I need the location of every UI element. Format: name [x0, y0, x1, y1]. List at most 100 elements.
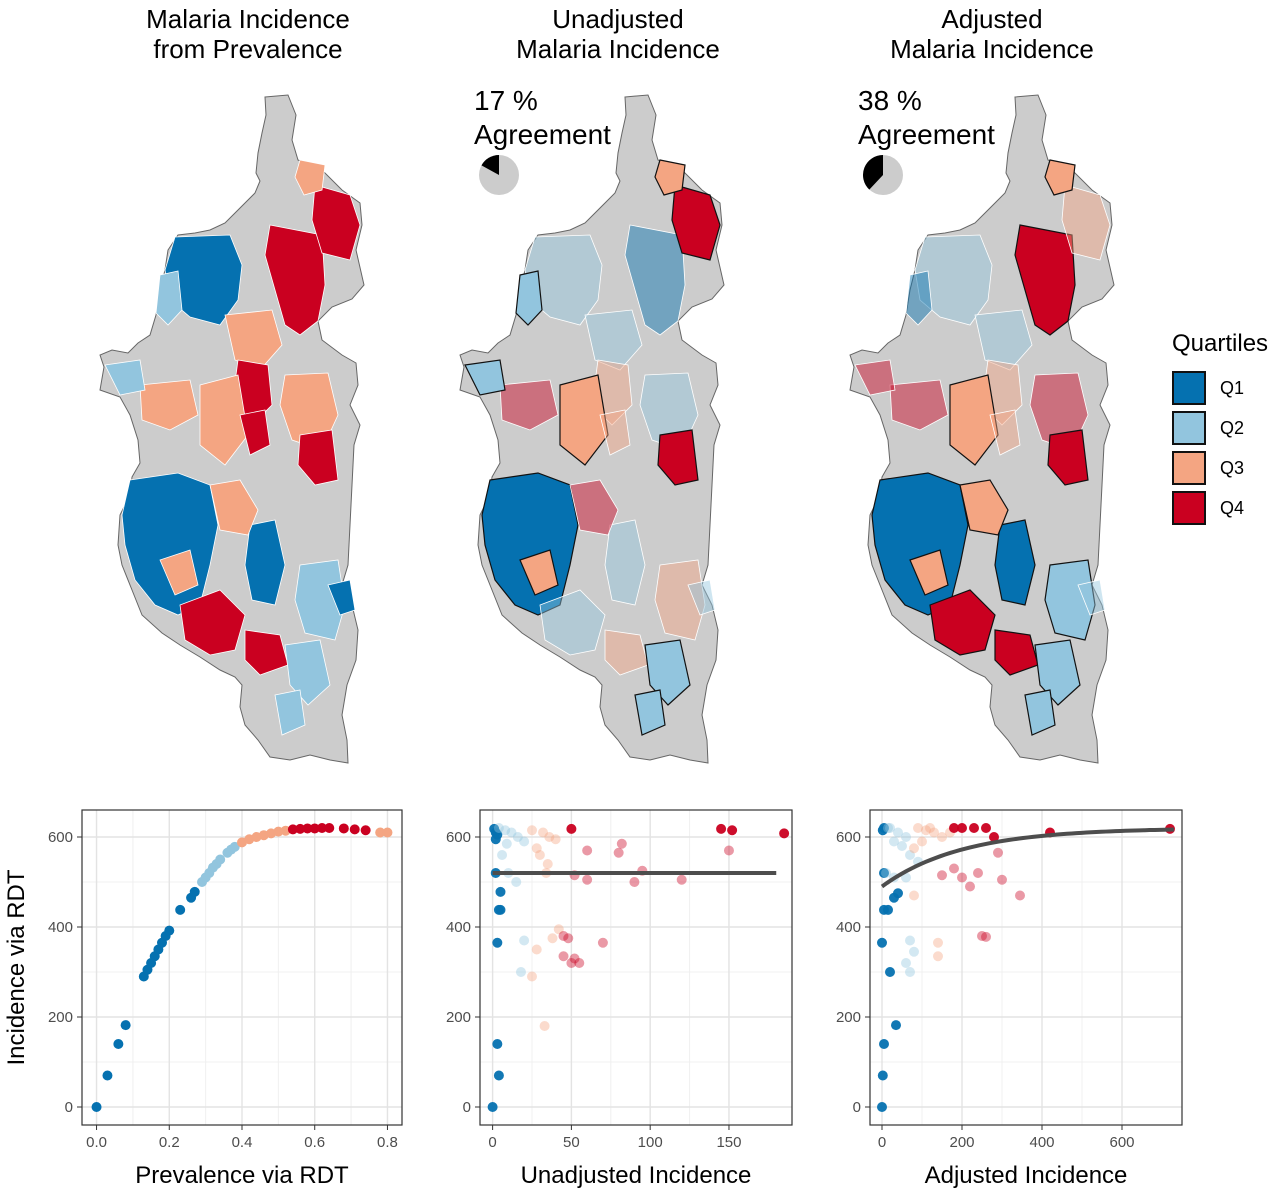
plot-panel-border	[869, 809, 1183, 1126]
map-district-north-tip	[1044, 159, 1076, 196]
map-district-lower-peach	[519, 549, 559, 596]
data-point-q1	[102, 1070, 113, 1081]
map-title-adjusted: Adjusted Malaria Incidence	[832, 4, 1152, 64]
data-point-q1	[879, 823, 889, 833]
y-axis-label: Incidence via RDT	[3, 869, 30, 1065]
data-point-q4	[574, 958, 585, 968]
data-point-q4	[597, 937, 608, 948]
data-point-q3	[921, 825, 931, 836]
agreement-pie-unadjusted	[479, 155, 519, 195]
map-district-s-red	[994, 629, 1039, 676]
map-district-s-light	[644, 639, 691, 706]
x-tick-label: 600	[1109, 1134, 1134, 1151]
data-point-q2	[515, 967, 526, 977]
data-point-q2	[905, 935, 915, 946]
y-tick-label: 600	[836, 829, 861, 846]
data-point-q3	[909, 890, 919, 901]
map-title-unadjusted: Unadjusted Malaria Incidence	[458, 4, 778, 64]
data-point-q4	[949, 863, 959, 874]
map-title-line2: from Prevalence	[153, 34, 343, 64]
data-point-q2	[893, 827, 903, 838]
scatter-prevalence-vs-incidence: 0.0 0.2 0.4 0.6 0.8 0 200 400 600 Prevalence via …	[3, 809, 403, 1189]
data-point-q2	[500, 825, 511, 836]
data-point-q4	[629, 877, 640, 887]
data-point-q4	[317, 823, 327, 833]
legend-swatch-q4	[1172, 491, 1206, 525]
data-point-q2	[909, 946, 919, 957]
agreement-word: Agreement	[858, 119, 995, 150]
map-district-se-blue	[327, 579, 356, 616]
data-point-q1	[877, 937, 887, 948]
map-district-mid-red2	[599, 409, 631, 456]
data-point-q3	[553, 924, 564, 935]
map-district-nw-cluster	[914, 234, 993, 326]
choropleth-map-adjusted	[849, 94, 1115, 764]
data-point-q4	[324, 823, 335, 833]
map-title-prevalence: Malaria Incidence from Prevalence	[88, 4, 408, 64]
map-district-ne-red	[311, 184, 361, 261]
plot-panel-border	[479, 809, 793, 1126]
data-point-q3	[534, 850, 545, 860]
data-point-q3	[909, 843, 919, 854]
data-point-q4	[582, 845, 593, 856]
data-point-q1	[175, 904, 186, 915]
data-point-q4	[981, 823, 991, 833]
map-district-center-n	[974, 309, 1033, 371]
data-point-q3	[375, 827, 386, 838]
data-point-q3	[527, 971, 537, 982]
data-point-q1	[490, 834, 501, 845]
data-point-q4	[616, 838, 627, 849]
y-tick-label: 0	[463, 1099, 471, 1116]
data-point-q3	[531, 843, 542, 854]
data-point-q3	[917, 836, 927, 847]
y-tick-label: 200	[836, 1009, 861, 1026]
data-point-q4	[937, 870, 947, 881]
agreement-pie-adjusted	[863, 155, 903, 195]
legend-swatch-q1	[1172, 371, 1206, 405]
map-district-lower-peach	[909, 549, 949, 596]
data-point-q1	[113, 1039, 124, 1049]
data-point-q2	[881, 868, 891, 878]
map-district-west-peach	[499, 379, 559, 431]
map-district-center-peach	[559, 374, 609, 466]
y-tick-label: 600	[48, 829, 73, 846]
data-point-q2	[519, 935, 530, 946]
map-district-far-s	[1024, 689, 1056, 736]
y-tick-label: 200	[48, 1009, 73, 1026]
agreement-percent: 17 %	[474, 85, 538, 116]
map-district-s-red	[244, 629, 289, 676]
data-point-q4	[957, 823, 967, 833]
data-point-q3	[925, 823, 935, 833]
map-district-nw-left	[905, 270, 933, 326]
data-point-q1	[495, 886, 506, 897]
map-district-sw-red	[179, 589, 246, 656]
data-point-q1	[883, 904, 893, 915]
legend-item-q2: Q2	[1172, 408, 1268, 448]
map-district-group	[99, 94, 365, 764]
agreement-word: Agreement	[474, 119, 611, 150]
data-point-q4	[569, 953, 580, 964]
x-tick-label: 0.4	[232, 1134, 253, 1151]
map-district-west-light	[854, 359, 896, 396]
data-point-q3	[937, 832, 947, 842]
pie-agreement-slice	[863, 155, 883, 190]
data-point-q1	[189, 886, 200, 897]
data-point-q1	[492, 937, 503, 948]
data-point-q4	[287, 824, 298, 835]
legend-label: Q2	[1220, 417, 1245, 438]
data-point-q4	[676, 874, 687, 885]
legend-item-q3: Q3	[1172, 448, 1268, 488]
data-point-q2	[493, 823, 504, 833]
data-point-q4	[977, 931, 987, 941]
map-district-west-light	[104, 359, 146, 396]
data-point-q1	[91, 1102, 102, 1112]
data-point-q2	[501, 838, 512, 849]
pie-agreement-slice	[481, 155, 499, 175]
x-tick-label: 0.0	[86, 1134, 107, 1151]
data-point-q4	[965, 881, 975, 892]
map-district-east-red	[1047, 429, 1089, 486]
data-point-q1	[493, 1070, 504, 1081]
map-title-line2: Malaria Incidence	[890, 34, 1094, 64]
map-district-s-red	[604, 629, 649, 676]
map-district-center-n	[224, 309, 283, 371]
